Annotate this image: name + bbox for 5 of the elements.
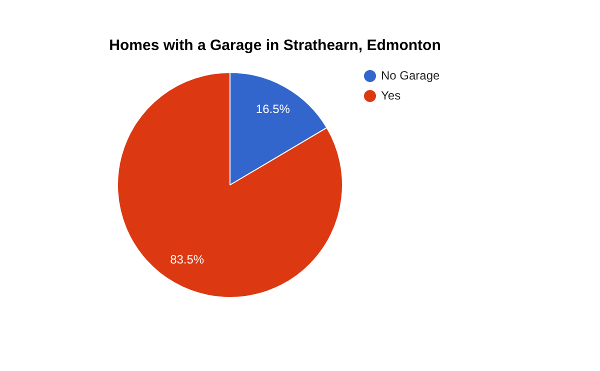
legend-label: No Garage bbox=[381, 68, 440, 82]
chart-title: Homes with a Garage in Strathearn, Edmonton bbox=[109, 37, 441, 54]
legend-label: Yes bbox=[381, 88, 401, 102]
data-label: 16.5% bbox=[256, 102, 290, 116]
data-label: 83.5% bbox=[170, 252, 204, 267]
